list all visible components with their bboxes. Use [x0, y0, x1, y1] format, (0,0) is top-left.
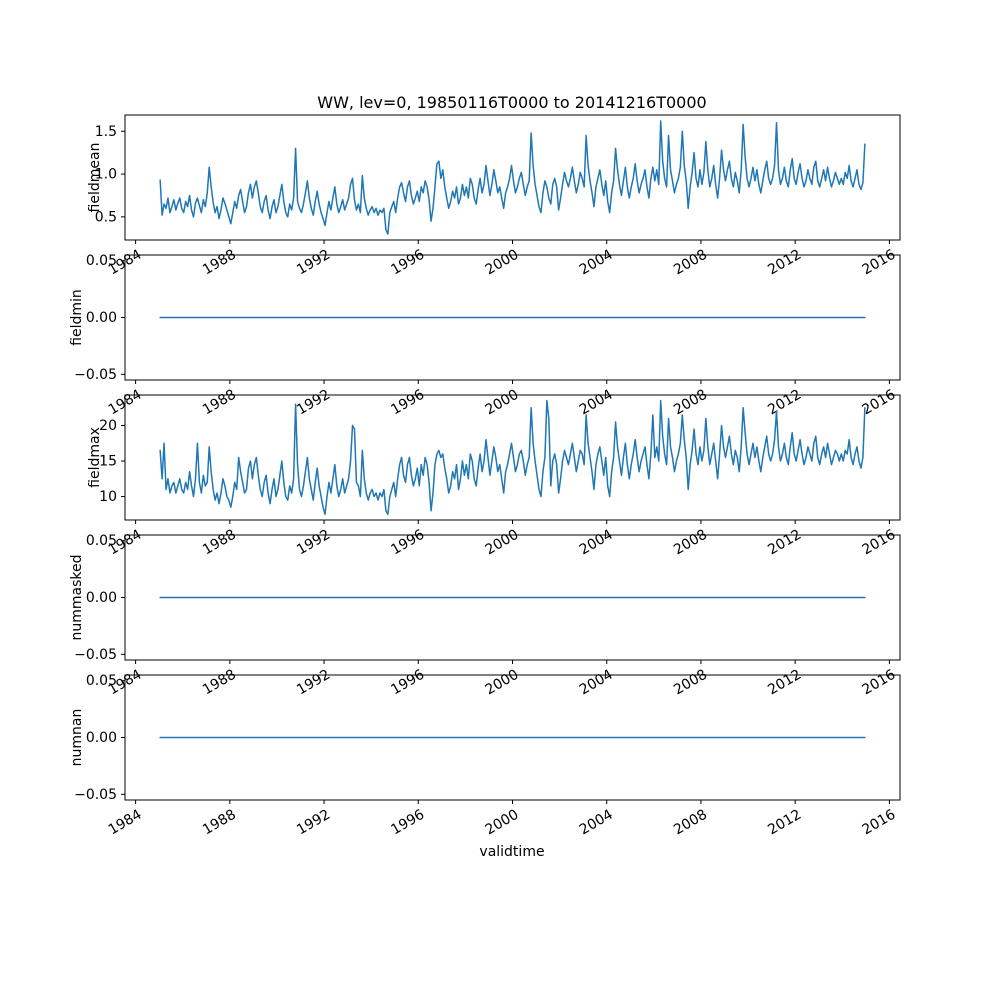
y-tick-label: −0.05 — [74, 367, 117, 383]
y-axis-label-numnan: numnan — [69, 709, 85, 767]
x-tick-label: 1992 — [294, 807, 333, 839]
y-tick-label: 10 — [99, 489, 117, 505]
x-tick-label: 2000 — [483, 807, 522, 839]
x-tick-label: 2000 — [483, 247, 522, 279]
subplot-fieldmin: 1984 1988 1992 1996 2000 2004 2008 2012 2016−0.0… — [74, 253, 901, 419]
x-tick-label: 2008 — [671, 807, 710, 839]
y-tick-label: 0.00 — [86, 730, 117, 746]
x-tick-label: 1988 — [200, 807, 239, 839]
x-tick-label: 2012 — [765, 667, 804, 699]
y-tick-label: 0.05 — [86, 253, 117, 269]
x-tick-label: 1996 — [388, 247, 427, 279]
x-tick-label: 2004 — [577, 527, 616, 559]
x-tick-label: 2008 — [671, 247, 710, 279]
x-tick-label: 2008 — [671, 667, 710, 699]
y-tick-label: 0.5 — [95, 209, 117, 225]
y-axis-label-fieldmin: fieldmin — [69, 289, 85, 346]
figure-title: WW, lev=0, 19850116T0000 to 20141216T000… — [317, 93, 706, 112]
x-axis-label: validtime — [479, 844, 544, 860]
y-tick-label: 1.5 — [95, 124, 117, 140]
series-line-fieldmax — [159, 399, 866, 516]
x-tick-label: 2000 — [483, 527, 522, 559]
subplot-numnan: 1984 1988 1992 1996 2000 2004 2008 2012 2016 −0.0… — [74, 673, 901, 839]
subplots: 1984 1988 1992 1996 2000 2004 2008 2012 2016 0.5 1… — [74, 114, 901, 839]
y-tick-label: 20 — [99, 418, 117, 434]
x-tick-label: 2000 — [483, 667, 522, 699]
x-tick-label: 1992 — [294, 387, 333, 419]
x-tick-label: 2012 — [765, 527, 804, 559]
y-axis-label-nummasked: nummasked — [69, 554, 85, 640]
x-tick-label: 2004 — [577, 247, 616, 279]
subplot-fieldmean: 1984 1988 1992 1996 2000 2004 2008 2012 20160.51… — [95, 114, 901, 279]
y-axis-label-fieldmax: fieldmax — [87, 427, 103, 488]
x-tick-label: 1996 — [388, 527, 427, 559]
x-tick-label: 2016 — [860, 527, 899, 559]
subplot-fieldmax: 1984 1988 1992 1996 2000 2004 2008 2012 20161015… — [99, 394, 901, 559]
x-tick-label: 1988 — [200, 387, 239, 419]
x-tick-label: 1992 — [294, 247, 333, 279]
x-tick-label: 2012 — [765, 387, 804, 419]
x-tick-label: 2012 — [765, 247, 804, 279]
x-tick-label: 2000 — [483, 387, 522, 419]
x-tick-label: 1996 — [388, 807, 427, 839]
x-tick-label: 2004 — [577, 667, 616, 699]
y-tick-label: 1.0 — [95, 167, 117, 183]
subplot-nummasked: 1984 1988 1992 1996 2000 2004 2008 2012 2016−0.0… — [74, 533, 901, 699]
x-tick-label: 2016 — [860, 667, 899, 699]
x-tick-label: 2004 — [577, 387, 616, 419]
x-tick-label: 2016 — [860, 807, 899, 839]
y-tick-label: 0.05 — [86, 533, 117, 549]
x-tick-label: 1996 — [388, 667, 427, 699]
axes-border — [124, 394, 901, 521]
y-tick-label: 0.05 — [86, 673, 117, 689]
x-tick-label: 1988 — [200, 667, 239, 699]
x-tick-label: 2008 — [671, 527, 710, 559]
y-axis-label-fieldmean: fieldmean — [87, 143, 103, 213]
y-tick-label: 0.00 — [86, 590, 117, 606]
y-tick-label: 15 — [99, 454, 117, 470]
x-tick-label: 1988 — [200, 527, 239, 559]
x-tick-label: 1992 — [294, 667, 333, 699]
x-tick-label: 1996 — [388, 387, 427, 419]
x-tick-label: 1988 — [200, 247, 239, 279]
x-tick-label: 2016 — [860, 247, 899, 279]
y-tick-label: −0.05 — [74, 647, 117, 663]
x-tick-label: 2012 — [765, 807, 804, 839]
x-tick-label: 1992 — [294, 527, 333, 559]
y-tick-label: −0.05 — [74, 787, 117, 803]
series-line-fieldmean — [159, 120, 866, 235]
y-tick-label: 0.00 — [86, 310, 117, 326]
x-tick-label: 1984 — [106, 807, 145, 839]
x-tick-label: 2004 — [577, 807, 616, 839]
x-tick-label: 2008 — [671, 387, 710, 419]
